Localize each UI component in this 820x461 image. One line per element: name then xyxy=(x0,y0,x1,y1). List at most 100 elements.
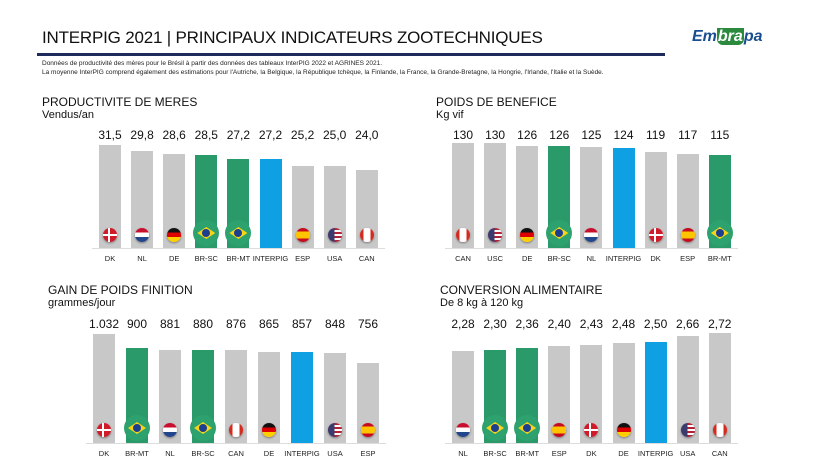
chart2-category-label: BR-MT xyxy=(707,254,732,263)
chart3-bar xyxy=(357,363,379,443)
chart3-value-label: 1.032 xyxy=(88,317,120,331)
chart4-category-label: INTERPIG xyxy=(637,449,674,458)
brazil-flag-icon xyxy=(225,220,252,246)
chart3-category-label: BR-MT xyxy=(125,449,149,458)
chart3-baseline xyxy=(86,443,386,444)
chart4-bar xyxy=(676,335,699,443)
embrapa-logo: Embrapa xyxy=(692,28,763,45)
chart4-category-label: BR-SC xyxy=(483,449,507,458)
chart1-bar xyxy=(259,159,282,248)
canada-flag-icon xyxy=(456,228,470,242)
chart2-value-label: 124 xyxy=(613,128,634,142)
chart4-subtitle: De 8 kg à 120 kg xyxy=(440,297,524,309)
brazil-flag-icon xyxy=(124,415,150,441)
denmark-flag-icon xyxy=(103,228,117,242)
chart4-bar xyxy=(580,344,603,443)
chart4-category-label: BR-MT xyxy=(515,449,540,458)
chart3-bar xyxy=(93,334,115,443)
netherlands-flag-icon xyxy=(584,228,599,242)
title-divider xyxy=(37,53,665,56)
chart1-value-label: 27,2 xyxy=(226,128,251,142)
chart3-value-label: 876 xyxy=(225,317,247,331)
chart4-category-label: NL xyxy=(458,449,468,458)
chart2-category-label: DE xyxy=(521,254,533,263)
chart3-bar xyxy=(291,352,313,443)
chart4-bar xyxy=(452,351,474,443)
chart2-value-label: 130 xyxy=(485,128,506,142)
germany-flag-icon xyxy=(616,423,631,437)
spain-flag-icon xyxy=(680,228,695,242)
canada-flag-icon xyxy=(359,228,374,242)
page-title: INTERPIG 2021 | PRINCIPAUX INDICATEURS Z… xyxy=(42,28,543,47)
chart3-category-label: NL xyxy=(165,449,175,458)
chart2-category-label: DK xyxy=(650,254,661,263)
canada-flag-icon xyxy=(712,423,727,437)
chart2-title: POIDS DE BENEFICE xyxy=(436,95,557,109)
chart2-bar xyxy=(676,153,699,248)
chart4-category-label: DK xyxy=(586,449,597,458)
brazil-flag-icon xyxy=(190,415,216,441)
chart2-category-label: CAN xyxy=(455,254,471,263)
chart2-value-label: 119 xyxy=(646,128,666,142)
chart1-category-label: INTERPIG xyxy=(252,254,289,263)
chart3-value-label: 865 xyxy=(258,317,280,331)
chart4-value-label: 2,48 xyxy=(611,317,636,331)
chart3-bar xyxy=(159,349,181,443)
netherlands-flag-icon xyxy=(135,228,150,242)
chart4-category-label: CAN xyxy=(711,449,728,458)
chart2-value-label: 130 xyxy=(452,128,474,142)
chart4-title: CONVERSION ALIMENTAIRE xyxy=(440,283,603,297)
chart3-bar xyxy=(324,353,346,443)
chart1-bar xyxy=(291,165,314,248)
chart1-value-label: 28,6 xyxy=(162,128,186,142)
chart2-value-label: 117 xyxy=(678,128,698,142)
chart2-bar xyxy=(580,147,603,248)
chart1-value-label: 29,8 xyxy=(130,128,154,142)
chart2-bar xyxy=(516,146,539,248)
chart4-baseline xyxy=(445,443,738,444)
chart3-value-label: 756 xyxy=(357,317,379,331)
netherlands-flag-icon xyxy=(163,423,177,437)
chart1-subtitle: Vendus/an xyxy=(42,109,94,121)
chart3-value-label: 857 xyxy=(291,317,313,331)
chart2-value-label: 126 xyxy=(517,128,538,142)
chart4-bar xyxy=(612,342,635,443)
chart1-baseline xyxy=(92,248,385,249)
chart3-category-label: DE xyxy=(263,449,275,458)
chart2-value-label: 126 xyxy=(549,128,570,142)
chart1-bar xyxy=(355,169,378,248)
germany-flag-icon xyxy=(167,228,182,242)
chart3-value-label: 900 xyxy=(126,317,148,331)
chart3-category-label: USA xyxy=(327,449,343,458)
chart3-category-label: BR-SC xyxy=(191,449,215,458)
brazil-flag-icon xyxy=(546,220,573,246)
chart1-category-label: CAN xyxy=(358,254,375,263)
chart3-title: GAIN DE POIDS FINITION xyxy=(48,283,193,297)
chart1-category-label: USA xyxy=(326,254,343,263)
chart2-bar xyxy=(484,143,507,248)
note-average: La moyenne InterPIG comprend également d… xyxy=(42,69,604,76)
chart1-category-label: BR-SC xyxy=(194,254,218,263)
chart2-bar xyxy=(452,143,474,248)
chart1-value-label: 28,5 xyxy=(194,128,218,142)
chart4-category-label: DE xyxy=(618,449,629,458)
brazil-flag-icon xyxy=(706,220,733,246)
chart3-subtitle: grammes/jour xyxy=(48,297,116,309)
chart1-value-label: 27,2 xyxy=(258,128,283,142)
chart1-value-label: 31,5 xyxy=(98,128,122,142)
chart1-category-label: DK xyxy=(104,254,116,263)
chart1-category-label: DE xyxy=(168,254,180,263)
chart3-value-label: 848 xyxy=(324,317,346,331)
chart3-category-label: CAN xyxy=(228,449,244,458)
chart1-value-label: 25,2 xyxy=(290,128,315,142)
chart4-value-label: 2,28 xyxy=(451,317,475,331)
chart4-value-label: 2,36 xyxy=(515,317,539,331)
chart4-bar xyxy=(708,333,731,443)
denmark-flag-icon xyxy=(584,423,599,437)
canada-flag-icon xyxy=(229,423,243,437)
chart3-value-label: 880 xyxy=(192,317,214,331)
chart3-value-label: 881 xyxy=(159,317,181,331)
chart1-value-label: 24,0 xyxy=(355,128,379,142)
chart3-category-label: INTERPIG xyxy=(284,449,320,458)
